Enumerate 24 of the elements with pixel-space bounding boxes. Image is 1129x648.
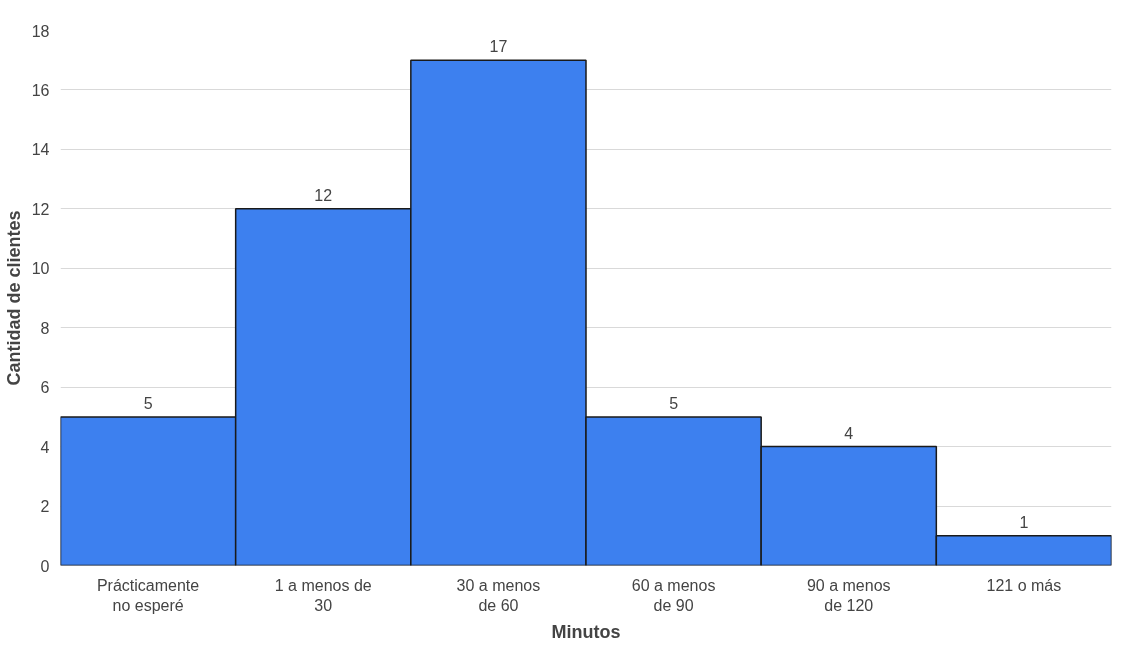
y-tick-label: 10	[31, 260, 50, 278]
data-label: 12	[314, 186, 333, 204]
x-tick-label: Prácticamente no esperé	[96, 576, 200, 614]
x-tick-label: 1 a menos de 30	[274, 576, 372, 614]
y-tick-label: 4	[40, 438, 50, 456]
y-tick-label: 16	[31, 81, 50, 99]
data-label: 5	[669, 394, 679, 412]
y-tick-label: 14	[31, 141, 50, 159]
y-tick-label: 12	[31, 200, 50, 218]
x-tick-label: 121 o más	[986, 576, 1062, 594]
x-tick-label: 60 a menos de 90	[631, 576, 716, 614]
y-tick-label: 0	[40, 557, 50, 575]
x-tick-label: 30 a menos de 60	[456, 576, 541, 614]
y-tick-label: 18	[31, 22, 50, 40]
data-label: 5	[143, 394, 153, 412]
x-tick-label: 90 a menos de 120	[806, 576, 891, 614]
data-label: 17	[489, 38, 508, 56]
y-tick-label: 6	[40, 379, 50, 397]
data-label: 1	[1019, 513, 1029, 531]
y-tick-label: 2	[40, 498, 50, 516]
x-axis-title: Minutos	[551, 621, 621, 642]
data-label: 4	[844, 424, 854, 442]
y-axis-title: Cantidad de clientes	[3, 210, 24, 386]
y-tick-label: 8	[40, 319, 50, 337]
